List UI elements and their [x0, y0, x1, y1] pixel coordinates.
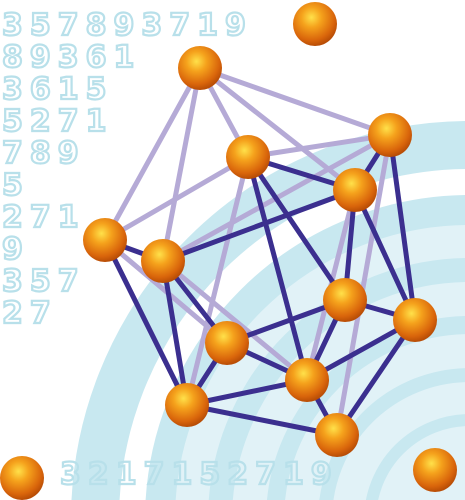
atom-node [293, 2, 337, 46]
bond-dark [184, 402, 340, 438]
bond-dark [245, 154, 348, 303]
bond-light [197, 65, 393, 138]
digit-row: 357 [2, 264, 86, 299]
bond-dark [102, 237, 190, 408]
atom-node [141, 239, 185, 283]
atom-node [323, 278, 367, 322]
atom-node [315, 413, 359, 457]
digit-row: 789 [2, 136, 86, 171]
atom-node [413, 448, 457, 492]
bond-dark [334, 317, 418, 438]
bond-dark [160, 187, 358, 264]
bond-light [160, 65, 203, 264]
digit-row: 9 [2, 232, 30, 267]
digit-row: 271 [2, 200, 86, 235]
atom-node [178, 46, 222, 90]
molecule-nodes [0, 2, 457, 500]
atom-node [393, 298, 437, 342]
digit-row: 3615 [2, 72, 114, 107]
bond-light [102, 65, 203, 243]
atom-node [83, 218, 127, 262]
bond-light [334, 132, 393, 438]
bond-light [102, 154, 251, 243]
bond-dark [387, 132, 418, 323]
atom-node [285, 358, 329, 402]
bottom-digit-row: 3217152719 [60, 457, 339, 492]
bond-dark [352, 187, 418, 323]
atom-node [0, 456, 44, 500]
digit-row: 89361 [2, 40, 141, 75]
digit-row: 357893719 [2, 8, 253, 43]
atom-node [333, 168, 377, 212]
atom-node [165, 383, 209, 427]
bond-dark [160, 258, 190, 408]
bond-light [160, 258, 310, 383]
digit-row: 5 [2, 168, 30, 203]
bond-light [245, 132, 393, 160]
bond-light [184, 154, 251, 408]
digit-row: 27 [2, 296, 58, 331]
digit-row: 5271 [2, 104, 114, 139]
bond-dark [245, 154, 310, 383]
atom-node [226, 135, 270, 179]
atom-node [368, 113, 412, 157]
atom-node [205, 321, 249, 365]
